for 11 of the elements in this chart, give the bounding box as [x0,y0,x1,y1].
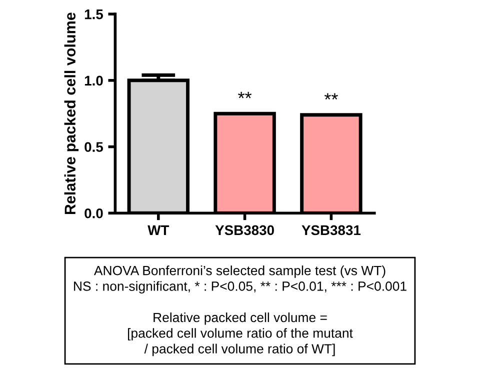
annotation: ** [324,93,338,100]
y-tick-label: 1.5 [84,10,104,20]
x-tick-label: YSB3831 [302,225,361,236]
y-tick-label: 0.5 [84,142,104,152]
x-tick-label: WT [148,225,170,235]
annotation: ** [238,92,252,98]
y-tick-label: 0.0 [84,208,103,218]
x-tick-label: YSB3830 [215,225,274,236]
y-axis-title: Relative packed cell volume [64,12,79,214]
y-tick-label: 1.0 [84,76,103,86]
text: ANOVA Bonferroni’s selected sample test (vs WT) NS : non-significant, * : P<0.05, ** : P<0.01, *** : P<0.001 Relative packed cell volume = [packed cell volume ratio of the mutant / packed cell volume ratio of WT] [74,266,406,356]
